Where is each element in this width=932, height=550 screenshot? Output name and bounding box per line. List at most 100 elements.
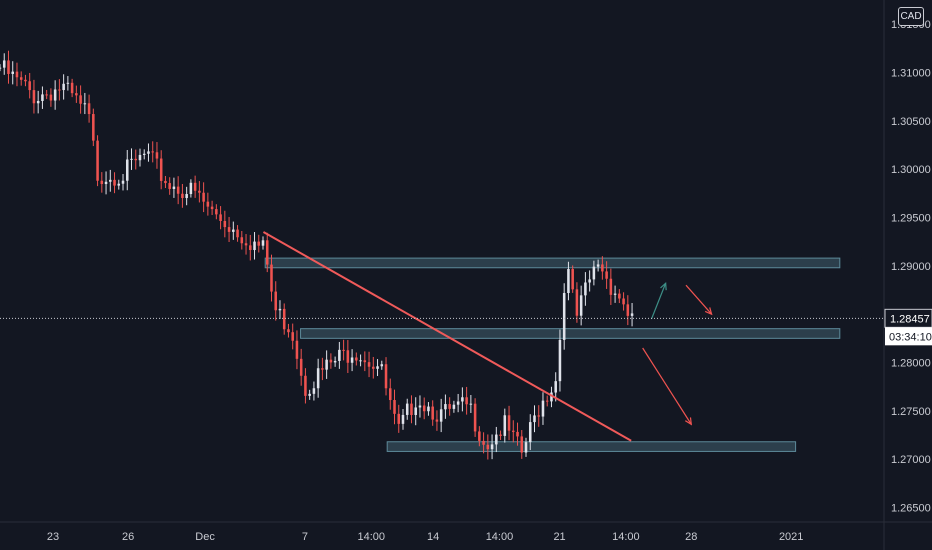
- candle-body: [92, 114, 95, 141]
- candle-body: [329, 359, 333, 363]
- candle-body: [507, 415, 511, 431]
- candle-body: [490, 444, 494, 450]
- candle-body: [87, 103, 91, 115]
- candle-body: [414, 407, 417, 415]
- candle-body: [249, 245, 252, 251]
- candle-body: [630, 313, 634, 316]
- x-tick-label: 14:00: [612, 531, 640, 543]
- candle-body: [66, 82, 70, 84]
- candle-body: [461, 397, 464, 402]
- candle-body: [287, 329, 290, 333]
- candle-body: [291, 332, 294, 341]
- candle-body: [49, 94, 53, 101]
- candle-body: [113, 179, 116, 186]
- candle-body: [130, 158, 133, 160]
- candle-body: [278, 308, 282, 311]
- current-price-label: 1.28457: [890, 313, 930, 325]
- candle-body: [346, 350, 350, 363]
- candle-body: [274, 291, 278, 311]
- candle-body: [575, 289, 579, 316]
- candle-body: [393, 400, 396, 414]
- arrow-1: [650, 283, 667, 320]
- drawings-layer: [0, 231, 884, 442]
- candle-body: [338, 349, 341, 361]
- candle-body: [11, 71, 14, 74]
- candle-body: [164, 180, 167, 184]
- candle-body: [109, 179, 112, 182]
- candle-body: [439, 409, 443, 422]
- candle-body: [265, 240, 269, 265]
- candle-body: [219, 214, 222, 221]
- candle-body: [482, 440, 485, 445]
- candle-body: [537, 415, 541, 417]
- candle-body: [261, 240, 265, 246]
- candle-body: [601, 264, 604, 272]
- candle-body: [227, 227, 231, 232]
- zone-3: [386, 441, 797, 452]
- candle-body: [524, 442, 528, 453]
- candle-body: [418, 405, 422, 408]
- candle-body: [478, 431, 481, 441]
- candle-body: [304, 375, 307, 396]
- candle-body: [151, 151, 154, 153]
- arrow-head-3: [685, 417, 693, 426]
- y-tick-label: 1.30500: [891, 116, 931, 128]
- candle-body: [19, 77, 23, 80]
- x-tick-label: Dec: [195, 531, 215, 543]
- y-tick-label: 1.27000: [891, 454, 931, 466]
- x-tick-label: 23: [47, 531, 59, 543]
- candle-body: [342, 349, 345, 351]
- candle-body: [469, 403, 473, 405]
- candle-body: [435, 419, 439, 422]
- arrow-2: [685, 284, 713, 315]
- candle-body: [181, 193, 184, 199]
- candle-body: [533, 415, 536, 423]
- candle-body: [32, 90, 36, 104]
- candle-body: [384, 364, 388, 389]
- candle-body: [520, 436, 524, 453]
- candle-body: [333, 360, 337, 363]
- candle-body: [495, 434, 498, 445]
- candle-body: [579, 295, 583, 316]
- candle-body: [58, 89, 61, 91]
- candle-body: [206, 201, 210, 207]
- candle-body: [321, 368, 324, 370]
- candle-body: [236, 229, 239, 238]
- x-tick-label: 2021: [779, 531, 803, 543]
- candle-body: [596, 264, 600, 267]
- candle-body: [210, 206, 214, 210]
- currency-badge[interactable]: CAD: [898, 7, 924, 26]
- candle-body: [503, 415, 507, 436]
- candle-body: [100, 180, 104, 185]
- y-tick-label: 1.28000: [891, 358, 931, 370]
- candle-body: [270, 264, 273, 292]
- candle-body: [473, 403, 477, 432]
- candle-body: [376, 366, 379, 369]
- candle-body: [448, 404, 451, 409]
- candle-body: [232, 229, 235, 232]
- arrow-head-2: [704, 307, 713, 316]
- x-tick-label: 14:00: [486, 531, 514, 543]
- candle-body: [45, 94, 48, 96]
- x-tick-label: 21: [553, 531, 565, 543]
- candle-body: [295, 340, 299, 359]
- candle-body: [427, 406, 430, 412]
- candle-body: [176, 186, 180, 194]
- candle-body: [422, 405, 426, 412]
- candle-body: [562, 293, 566, 340]
- candle-body: [125, 159, 129, 181]
- y-tick-label: 1.29000: [891, 261, 931, 273]
- candle-body: [541, 400, 545, 417]
- candle-body: [172, 186, 176, 189]
- candle-body: [83, 103, 87, 105]
- candle-body: [588, 279, 591, 283]
- candle-body: [528, 422, 532, 443]
- candle-body: [609, 278, 613, 295]
- candle-body: [36, 100, 40, 104]
- candle-body: [215, 209, 218, 215]
- candle-body: [15, 71, 19, 78]
- candle-body: [168, 183, 171, 189]
